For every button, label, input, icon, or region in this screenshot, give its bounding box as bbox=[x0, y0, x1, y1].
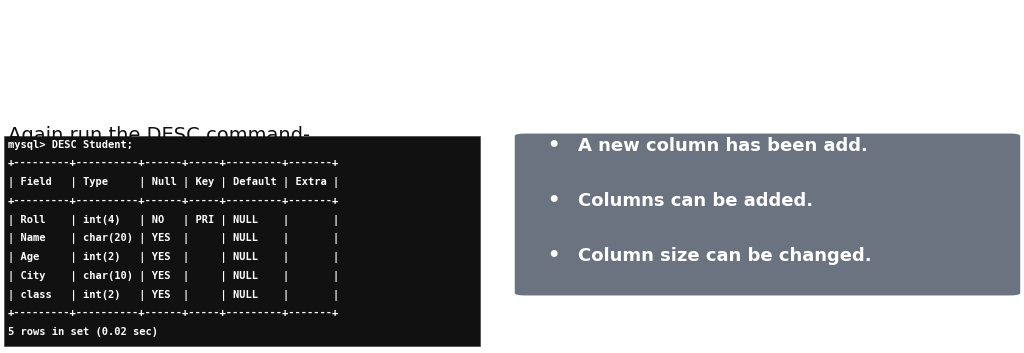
Text: | class   | int(2)   | YES  |     | NULL    |       |: | class | int(2) | YES | | NULL | | bbox=[8, 290, 339, 301]
Text: Query OK, 0 rows affected (0.42 sec): Query OK, 0 rows affected (0.42 sec) bbox=[12, 47, 435, 66]
Text: mysql> alter table student add (class INT(2));: mysql> alter table student add (class IN… bbox=[12, 14, 553, 33]
Text: | Field   | Type     | Null | Key | Default | Extra |: | Field | Type | Null | Key | Default | … bbox=[8, 177, 339, 188]
Text: +---------+----------+------+-----+---------+-------+: +---------+----------+------+-----+-----… bbox=[8, 158, 339, 168]
Text: A new column has been add.: A new column has been add. bbox=[579, 137, 868, 155]
Text: Column size can be changed.: Column size can be changed. bbox=[579, 247, 871, 265]
Text: 5 rows in set (0.02 sec): 5 rows in set (0.02 sec) bbox=[8, 327, 158, 337]
Text: •: • bbox=[548, 246, 560, 265]
Text: •: • bbox=[548, 136, 560, 155]
Text: | Roll    | int(4)   | NO   | PRI | NULL    |       |: | Roll | int(4) | NO | PRI | NULL | | bbox=[8, 215, 339, 226]
FancyBboxPatch shape bbox=[515, 133, 1020, 295]
Text: Records: 0  Duplicates: 0  Warnings: 0: Records: 0 Duplicates: 0 Warnings: 0 bbox=[12, 79, 459, 98]
Text: •: • bbox=[548, 191, 560, 210]
FancyBboxPatch shape bbox=[4, 136, 480, 346]
Text: | Age     | int(2)   | YES  |     | NULL    |       |: | Age | int(2) | YES | | NULL | | bbox=[8, 252, 339, 263]
Text: | Name    | char(20) | YES  |     | NULL    |       |: | Name | char(20) | YES | | NULL | | bbox=[8, 233, 339, 245]
Text: Columns can be added.: Columns can be added. bbox=[579, 192, 813, 210]
Text: Again run the DESC command-: Again run the DESC command- bbox=[8, 126, 310, 145]
Text: +---------+----------+------+-----+---------+-------+: +---------+----------+------+-----+-----… bbox=[8, 309, 339, 318]
Text: | City    | char(10) | YES  |     | NULL    |       |: | City | char(10) | YES | | NULL | | bbox=[8, 271, 339, 282]
Text: +---------+----------+------+-----+---------+-------+: +---------+----------+------+-----+-----… bbox=[8, 196, 339, 206]
Text: mysql> DESC Student;: mysql> DESC Student; bbox=[8, 140, 133, 150]
